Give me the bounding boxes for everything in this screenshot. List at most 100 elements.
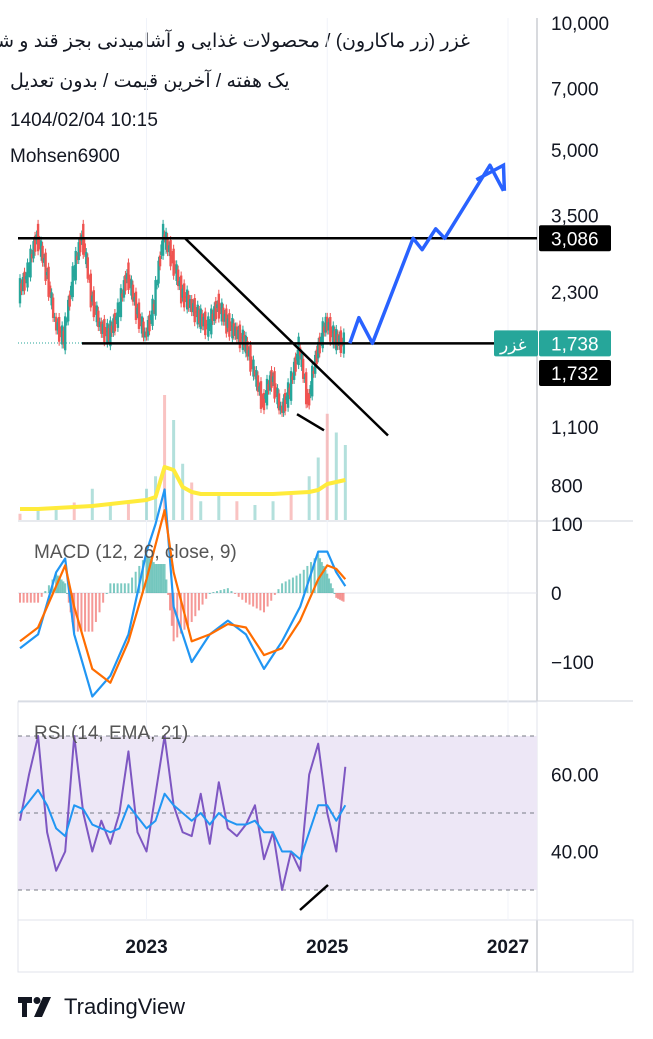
price-candle xyxy=(283,392,287,412)
price-candle xyxy=(44,252,47,281)
price-candle xyxy=(252,359,255,377)
price-candle xyxy=(166,237,169,253)
price-candle xyxy=(122,280,126,298)
price-candle xyxy=(288,387,291,396)
price-candle xyxy=(276,388,279,405)
price-candle xyxy=(304,372,308,405)
price-candle xyxy=(310,365,314,397)
down-trendline xyxy=(184,237,389,437)
price-candle xyxy=(297,336,300,366)
price-candle xyxy=(163,234,166,239)
macd-histogram-bar xyxy=(102,593,105,603)
macd-histogram-bar xyxy=(266,593,269,607)
macd-histogram-bar xyxy=(309,562,312,593)
price-candle xyxy=(130,279,133,296)
price-candle xyxy=(234,326,237,336)
price-tick-label: 2,300 xyxy=(551,283,599,304)
level-badge-1732: 1,732 xyxy=(551,364,599,385)
macd-histogram-bar xyxy=(284,581,287,593)
macd-histogram-bar xyxy=(248,593,251,605)
macd-histogram-bar xyxy=(172,593,175,642)
price-candle xyxy=(57,316,61,342)
price-candle xyxy=(27,266,31,274)
price-candle xyxy=(205,323,208,326)
macd-histogram-bar xyxy=(64,583,67,593)
macd-histogram-bar xyxy=(123,583,126,593)
volume-bar xyxy=(199,501,203,520)
macd-histogram-bar xyxy=(288,579,291,593)
price-candle xyxy=(282,398,285,413)
price-candle xyxy=(23,271,26,291)
macd-histogram-bar xyxy=(116,583,119,593)
rsi-ma-line xyxy=(19,788,347,861)
macd-histogram-bar xyxy=(109,583,112,593)
macd-histogram-bar xyxy=(270,593,273,601)
macd-histogram-bar xyxy=(40,593,43,597)
symbol-tag: غزر xyxy=(499,335,527,354)
price-tick-label: 1,100 xyxy=(551,418,599,439)
macd-histogram-bar xyxy=(158,564,161,593)
macd-histogram-bar xyxy=(187,593,190,626)
macd-histogram-bar xyxy=(91,593,94,632)
price-candle xyxy=(232,323,236,336)
price-candle xyxy=(85,252,88,265)
macd-histogram-bar xyxy=(302,569,305,593)
macd-histogram-bar xyxy=(58,577,61,593)
volume-bar xyxy=(163,395,167,520)
price-candle xyxy=(336,334,340,346)
price-candle xyxy=(211,313,214,321)
price-candle xyxy=(116,302,120,328)
time-axis-frame xyxy=(17,919,634,973)
macd-line xyxy=(19,488,347,698)
price-candle xyxy=(238,324,242,349)
level-badge-3086: 3,086 xyxy=(551,229,599,250)
price-candle xyxy=(26,262,29,288)
price-candle xyxy=(51,297,55,318)
price-candle xyxy=(164,231,168,250)
price-candle xyxy=(231,317,234,339)
price-candle xyxy=(38,239,41,246)
tradingview-logo[interactable]: TradingView xyxy=(18,994,185,1020)
price-tick-label: 800 xyxy=(551,476,583,497)
macd-histogram-bar xyxy=(80,593,83,632)
price-candle xyxy=(158,255,162,267)
macd-histogram-bar xyxy=(197,593,200,611)
price-candle xyxy=(133,296,136,302)
price-candle xyxy=(338,335,341,346)
macd-histogram-bar xyxy=(127,583,130,593)
price-candle xyxy=(309,385,312,395)
price-candle xyxy=(301,358,305,379)
price-candle xyxy=(98,321,102,328)
price-candle xyxy=(187,294,190,308)
macd-histogram-bar xyxy=(60,579,63,593)
macd-histogram-bar xyxy=(141,560,144,593)
price-candle xyxy=(41,245,44,263)
price-candle xyxy=(179,275,183,304)
time-tick-label: 2027 xyxy=(487,937,529,958)
macd-histogram-bar xyxy=(154,564,157,593)
forecast-arrowhead xyxy=(475,162,507,191)
price-candle xyxy=(178,280,181,287)
price-candle xyxy=(146,320,150,337)
price-candle xyxy=(30,253,34,259)
price-candle xyxy=(45,272,49,276)
price-candle xyxy=(161,223,165,256)
price-candle xyxy=(125,273,129,280)
chart-title: غزر (زر ماکارون) / محصولات غذایی و آشامی… xyxy=(0,31,470,52)
price-candle xyxy=(208,323,211,328)
price-candle xyxy=(71,266,74,298)
macd-histogram-bar xyxy=(47,585,50,593)
macd-histogram-bar xyxy=(252,593,255,607)
macd-histogram-bar xyxy=(340,593,343,601)
macd-histogram-bar xyxy=(37,593,40,603)
macd-histogram-bar xyxy=(201,593,204,605)
macd-histogram-bar xyxy=(237,593,240,597)
price-candle xyxy=(300,353,303,367)
macd-histogram-bar xyxy=(94,593,97,622)
rsi-tick-label: 60.00 xyxy=(551,766,599,787)
price-candle xyxy=(222,307,225,322)
macd-histogram-bar xyxy=(322,565,325,593)
price-candle xyxy=(124,274,127,291)
macd-histogram-bar xyxy=(76,593,79,632)
